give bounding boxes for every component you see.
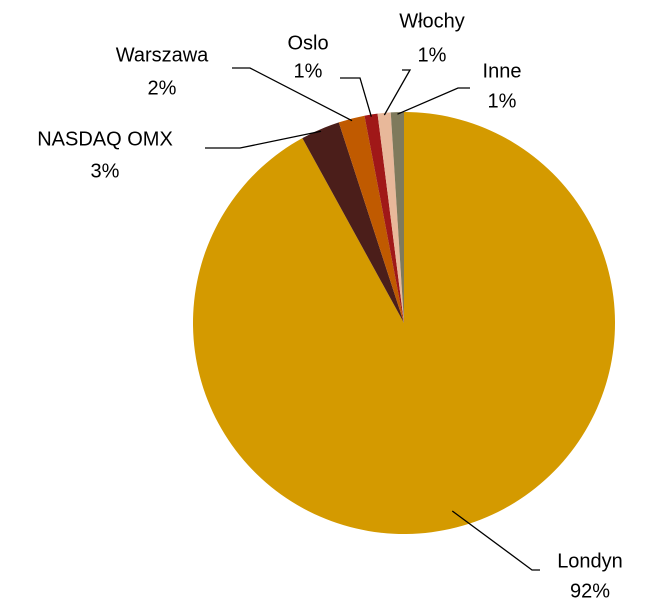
leader-line [205, 130, 322, 149]
pie-slice [338, 115, 404, 323]
slice-value-label: 1% [488, 90, 517, 112]
slice-label: Inne [483, 60, 522, 82]
slice-label: Włochy [399, 10, 465, 32]
pie-slice [302, 122, 404, 323]
slice-value-label: 1% [294, 60, 323, 82]
slice-value-label: 2% [148, 77, 177, 99]
pie-slice [364, 113, 404, 324]
slice-label: Londyn [557, 550, 623, 572]
slice-label: Warszawa [116, 44, 209, 66]
leader-line [397, 87, 470, 115]
pie-slice [377, 112, 404, 324]
slice-label: Oslo [287, 32, 328, 54]
pie-slice [390, 112, 404, 323]
leader-line [383, 69, 412, 116]
slice-value-label: 92% [570, 580, 610, 602]
leader-line [451, 510, 540, 571]
slice-value-label: 3% [91, 160, 120, 182]
slice-label: NASDAQ OMX [37, 128, 173, 150]
leader-line [340, 77, 372, 117]
leader-line [232, 67, 353, 122]
slice-value-label: 1% [418, 44, 447, 66]
